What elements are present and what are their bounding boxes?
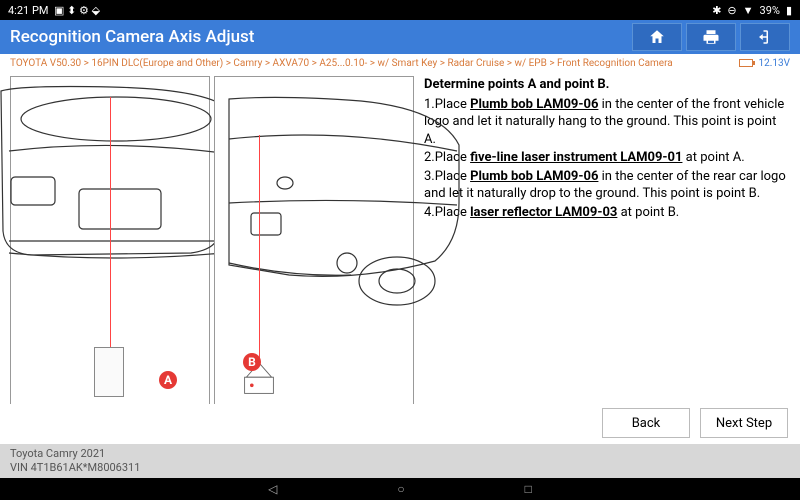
car-front-illustration [0, 81, 231, 281]
vehicle-vin: VIN 4T1B61AK*M8006311 [10, 461, 790, 475]
breadcrumb: TOYOTA V50.30 > 16PIN DLC(Europe and Oth… [0, 54, 800, 72]
next-step-button[interactable]: Next Step [700, 408, 788, 438]
diagram-rear: B [214, 76, 414, 404]
footer-info: Toyota Camry 2021 VIN 4T1B61AK*M8006311 [0, 444, 800, 478]
instruction-text: Determine points A and point B. 1.Place … [420, 76, 790, 402]
step-2: 2.Place five-line laser instrument LAM09… [424, 149, 790, 167]
bluetooth-icon: ✱ [712, 4, 721, 17]
battery-icon: ▮ [786, 4, 792, 17]
android-status-bar: 4:21 PM ▣ ⬍ ⚙ ⬙ ✱ ⊖ ▼ 39% ▮ [0, 0, 800, 20]
step-1: 1.Place Plumb bob LAM09-06 in the center… [424, 96, 790, 149]
battery-text: 39% [760, 4, 780, 17]
tool-laser-instrument: five-line laser instrument LAM09-01 [470, 150, 682, 165]
wifi-icon: ▼ [743, 4, 754, 17]
nav-recent-icon[interactable]: □ [525, 482, 532, 496]
title-bar: Recognition Camera Axis Adjust [0, 20, 800, 54]
laser-line-rear [259, 135, 260, 365]
tool-plumb-bob: Plumb bob LAM09-06 [470, 97, 598, 112]
action-row: Back Next Step [0, 404, 800, 444]
diagram-panel: A [10, 76, 414, 402]
plumb-bob-tool [94, 347, 124, 397]
laser-line [110, 97, 111, 367]
car-rear-illustration [221, 95, 461, 325]
tool-laser-reflector: laser reflector LAM09-03 [470, 205, 617, 220]
print-button[interactable] [686, 23, 736, 51]
status-time: 4:21 PM ▣ ⬍ ⚙ ⬙ [8, 4, 100, 17]
point-b-marker: B [243, 353, 261, 371]
breadcrumb-path: TOYOTA V50.30 > 16PIN DLC(Europe and Oth… [10, 58, 735, 69]
android-nav-bar: ◁ ○ □ [0, 478, 800, 500]
print-icon [702, 28, 720, 46]
voltage-reading: 12.13V [759, 58, 790, 69]
back-button[interactable]: Back [602, 408, 690, 438]
nav-home-icon[interactable]: ○ [397, 482, 404, 496]
home-icon [648, 28, 666, 46]
exit-button[interactable] [740, 23, 790, 51]
home-button[interactable] [632, 23, 682, 51]
tool-plumb-bob-2: Plumb bob LAM09-06 [470, 169, 598, 184]
nav-back-icon[interactable]: ◁ [268, 482, 277, 496]
page-title: Recognition Camera Axis Adjust [10, 27, 632, 47]
point-a-marker: A [159, 371, 177, 389]
status-indicators: ✱ ⊖ ▼ 39% ▮ [712, 4, 792, 17]
main-content: A [0, 72, 800, 404]
step-4: 4.Place laser reflector LAM09-03 at poin… [424, 204, 790, 222]
diagram-front: A [10, 76, 210, 404]
vehicle-battery-icon [739, 59, 753, 67]
vehicle-model: Toyota Camry 2021 [10, 447, 790, 461]
step-3: 3.Place Plumb bob LAM09-06 in the center… [424, 168, 790, 203]
instruction-title: Determine points A and point B. [424, 76, 790, 94]
exit-icon [756, 28, 774, 46]
dnd-icon: ⊖ [727, 4, 736, 17]
